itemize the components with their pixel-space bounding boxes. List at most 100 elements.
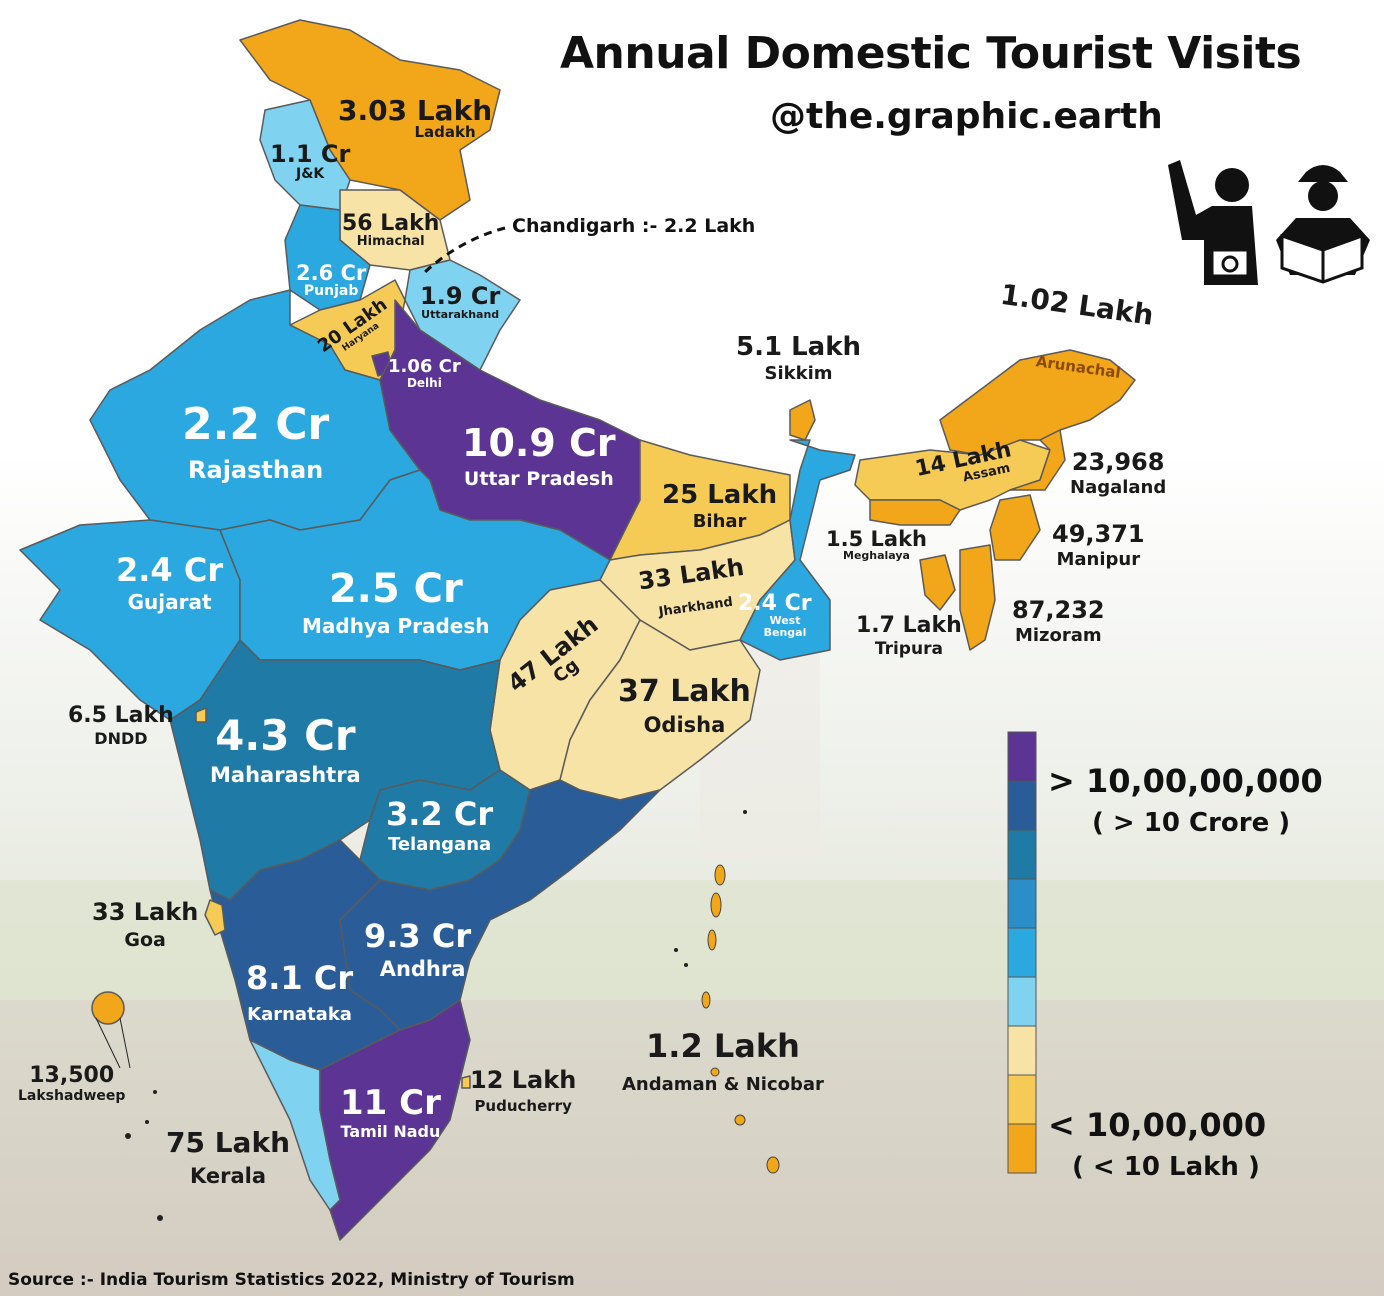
label-maharashtra: 4.3 Cr Maharashtra bbox=[210, 711, 361, 786]
label-wb: 2.4 Cr West Bengal bbox=[738, 592, 812, 638]
label-kerala: 75 Lakh Kerala bbox=[166, 1126, 291, 1189]
region-lakshadweep bbox=[91, 991, 125, 1025]
value-andaman: 1.2 Lakh bbox=[646, 1027, 800, 1065]
legend-top-value: > 10,00,00,000 bbox=[1048, 762, 1323, 800]
label-puducherry: 12 Lakh Puducherry bbox=[470, 1066, 577, 1116]
name-telangana: Telangana bbox=[387, 833, 492, 855]
label-ladakh: 3.03 Lakh Ladakh bbox=[338, 96, 492, 141]
name-meghalaya: Meghalaya bbox=[843, 549, 910, 563]
name-rajasthan: Rajasthan bbox=[188, 456, 324, 485]
value-telangana: 3.2 Cr bbox=[386, 795, 494, 833]
value-andhra: 9.3 Cr bbox=[364, 917, 472, 955]
legend-bin bbox=[1007, 878, 1037, 929]
value-delhi: 1.06 Cr bbox=[388, 356, 461, 377]
value-kerala: 75 Lakh bbox=[166, 1126, 291, 1159]
label-manipur: 49,371 Manipur bbox=[1052, 521, 1145, 571]
region-dndd bbox=[195, 707, 207, 723]
chandigarh-pointer bbox=[423, 226, 506, 274]
label-tripura: 1.7 Lakh Tripura bbox=[856, 614, 962, 659]
label-rajasthan: 2.2 Cr Rajasthan bbox=[182, 401, 329, 485]
tourist-with-camera-icon bbox=[1168, 160, 1258, 285]
name-puducherry: Puducherry bbox=[474, 1097, 572, 1116]
value-up: 10.9 Cr bbox=[462, 421, 616, 465]
region-tn bbox=[319, 999, 471, 1241]
name-tripura: Tripura bbox=[874, 639, 943, 660]
value-sikkim: 5.1 Lakh bbox=[736, 332, 862, 362]
region-mizoram bbox=[959, 544, 996, 651]
value-himachal: 56 Lakh bbox=[342, 211, 440, 236]
value-meghalaya: 1.5 Lakh bbox=[826, 527, 927, 551]
label-lakshadweep: 13,500 Lakshadweep bbox=[18, 1064, 125, 1104]
label-andaman: 1.2 Lakh Andaman & Nicobar bbox=[622, 1027, 824, 1095]
label-meghalaya: 1.5 Lakh Meghalaya bbox=[826, 528, 927, 562]
label-up: 10.9 Cr Uttar Pradesh bbox=[462, 421, 616, 490]
legend-bin bbox=[1007, 1123, 1037, 1174]
value-odisha: 37 Lakh bbox=[618, 674, 751, 709]
name-kerala: Kerala bbox=[189, 1164, 267, 1189]
value-mp: 2.5 Cr bbox=[328, 566, 463, 612]
name-mp: Madhya Pradesh bbox=[302, 614, 490, 638]
name-up: Uttar Pradesh bbox=[463, 467, 614, 490]
value-maharashtra: 4.3 Cr bbox=[215, 711, 356, 760]
value-puducherry: 12 Lakh bbox=[470, 1066, 577, 1094]
label-odisha: 37 Lakh Odisha bbox=[618, 676, 751, 736]
region-tripura bbox=[919, 554, 956, 611]
legend-bin bbox=[1007, 780, 1037, 831]
author-handle: @the.graphic.earth bbox=[770, 96, 1163, 137]
label-uttarakhand: 1.9 Cr Uttarakhand bbox=[420, 282, 501, 322]
label-mizoram: 87,232 Mizoram bbox=[1012, 597, 1105, 647]
label-telangana: 3.2 Cr Telangana bbox=[386, 795, 494, 855]
name-punjab: Punjab bbox=[303, 283, 359, 300]
name-dndd: DNDD bbox=[94, 729, 148, 749]
region-uttarakhand bbox=[404, 259, 521, 371]
region-nagaland bbox=[1009, 429, 1066, 491]
label-karnataka: 8.1 Cr Karnataka bbox=[246, 961, 353, 1024]
value-tn: 11 Cr bbox=[340, 1083, 441, 1123]
name-goa: Goa bbox=[124, 929, 166, 952]
legend-bin bbox=[1007, 1025, 1037, 1076]
legend-color-scale bbox=[1007, 731, 1037, 1174]
label-mp: 2.5 Cr Madhya Pradesh bbox=[302, 568, 490, 637]
value-wb: 2.4 Cr bbox=[738, 591, 812, 616]
legend-bin bbox=[1007, 1074, 1037, 1125]
label-punjab: 2.6 Cr Punjab bbox=[296, 262, 366, 299]
label-delhi: 1.06 Cr Delhi bbox=[388, 356, 461, 390]
name-gujarat: Gujarat bbox=[127, 589, 212, 614]
value-nagaland: 23,968 bbox=[1071, 448, 1165, 476]
label-bihar: 25 Lakh Bihar bbox=[662, 480, 778, 532]
label-gujarat: 2.4 Cr Gujarat bbox=[116, 551, 224, 614]
name-andhra: Andhra bbox=[379, 956, 466, 981]
region-wb bbox=[739, 439, 856, 661]
value-jk: 1.1 Cr bbox=[270, 140, 351, 168]
name-odisha: Odisha bbox=[643, 712, 726, 737]
label-andhra: 9.3 Cr Andhra bbox=[364, 917, 472, 981]
value-gujarat: 2.4 Cr bbox=[116, 551, 224, 589]
name-himachal: Himachal bbox=[356, 234, 425, 250]
name-andaman: Andaman & Nicobar bbox=[622, 1073, 824, 1095]
label-tn: 11 Cr Tamil Nadu bbox=[340, 1083, 441, 1141]
label-himachal: 56 Lakh Himachal bbox=[342, 212, 439, 249]
name-uttarakhand: Uttarakhand bbox=[421, 308, 500, 322]
name-manipur: Manipur bbox=[1056, 549, 1141, 571]
name-tn: Tamil Nadu bbox=[340, 1121, 441, 1141]
legend-top-sub: ( > 10 Crore ) bbox=[1092, 808, 1290, 838]
name-delhi: Delhi bbox=[406, 375, 442, 390]
region-meghalaya bbox=[869, 499, 961, 526]
name-sikkim: Sikkim bbox=[764, 363, 833, 385]
value-bihar: 25 Lakh bbox=[662, 480, 778, 510]
legend-top-label: > 10,00,00,000 bbox=[1048, 762, 1323, 800]
map-title: Annual Domestic Tourist Visits bbox=[560, 28, 1302, 79]
legend-bottom-sub: ( < 10 Lakh ) bbox=[1072, 1152, 1260, 1182]
legend-top-sub-text: ( > 10 Crore ) bbox=[1092, 808, 1291, 838]
legend-bottom-sub-text: ( < 10 Lakh ) bbox=[1072, 1152, 1260, 1182]
legend-bottom-label: < 10,00,000 bbox=[1048, 1106, 1266, 1144]
legend-bin bbox=[1007, 829, 1037, 880]
label-dndd: 6.5 Lakh DNDD bbox=[68, 704, 174, 748]
label-goa: 33 Lakh Goa bbox=[92, 898, 199, 952]
name-mizoram: Mizoram bbox=[1014, 625, 1102, 647]
value-uttarakhand: 1.9 Cr bbox=[420, 282, 501, 310]
value-goa: 33 Lakh bbox=[92, 898, 199, 926]
source-note: Source :- India Tourism Statistics 2022,… bbox=[8, 1270, 575, 1290]
region-goa bbox=[204, 899, 226, 936]
